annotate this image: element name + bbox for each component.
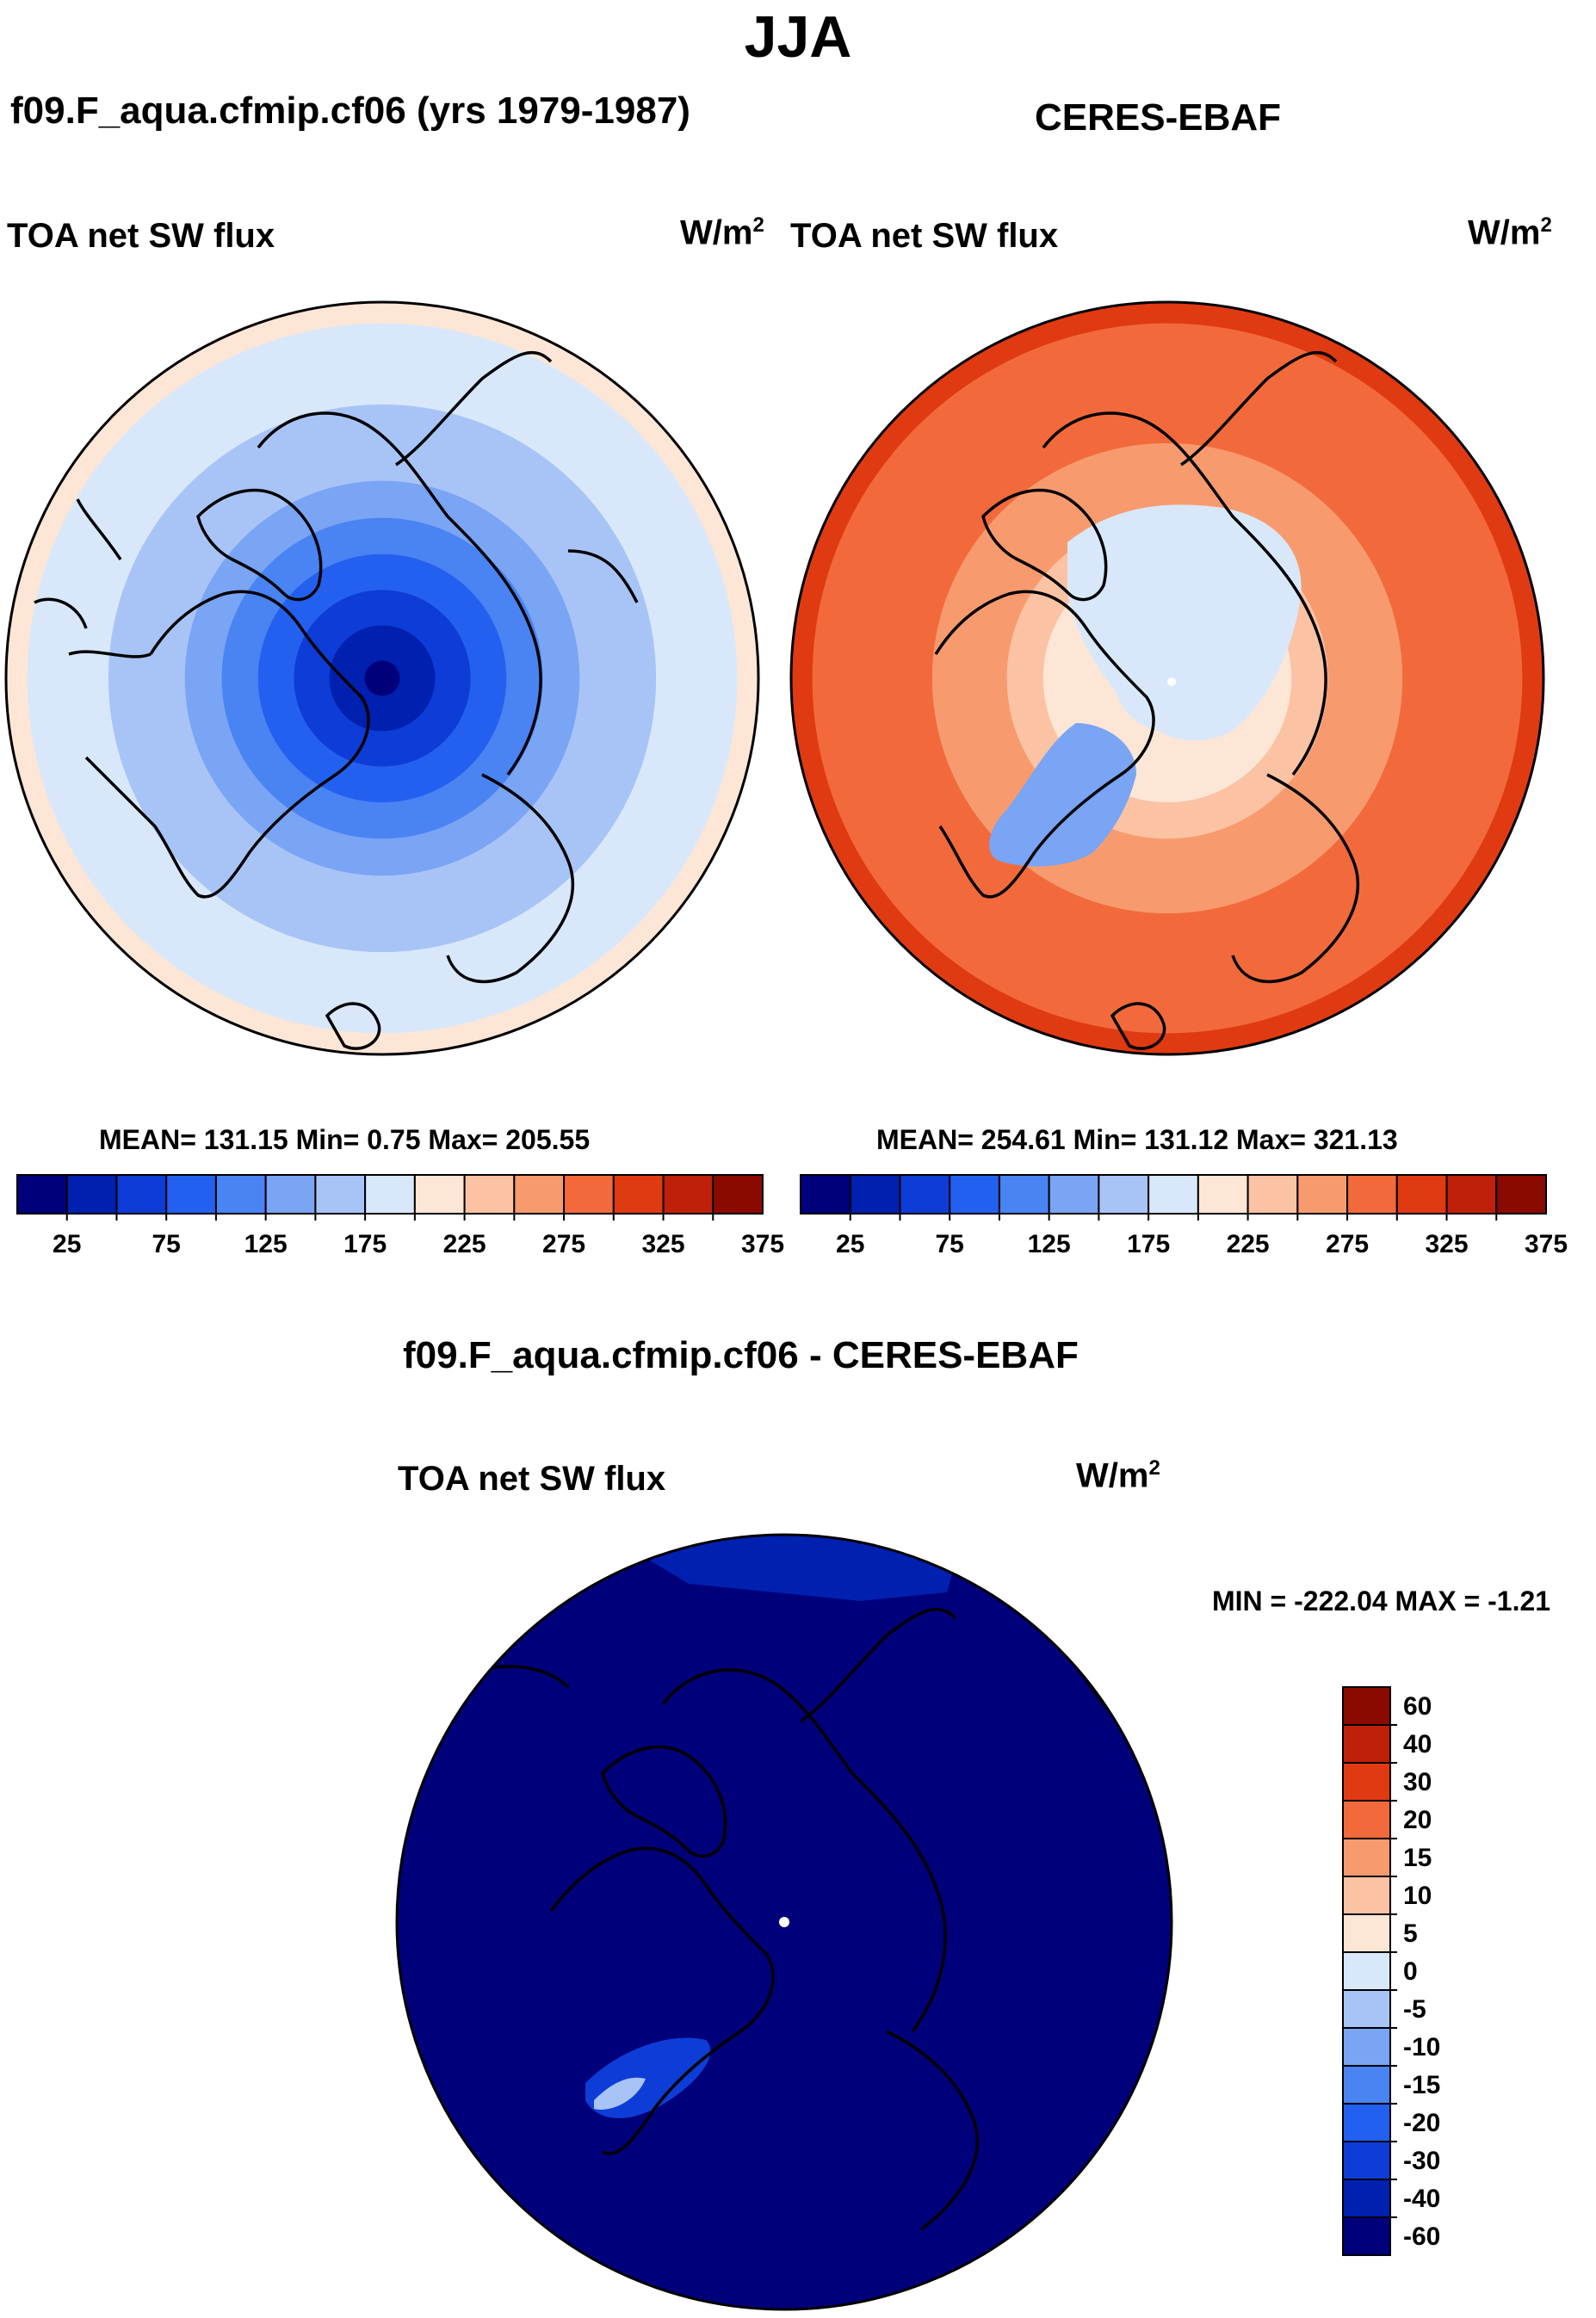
model-colorbar-box [364,1174,416,1215]
diff-colorbar-label: -5 [1403,1995,1426,2024]
obs-variable-label: TOA net SW flux [790,217,1059,255]
obs-colorbar-label: 25 [836,1230,864,1258]
obs-coastlines [934,350,1359,1050]
diff-colorbar-label: 5 [1403,1919,1418,1948]
diff-colorbar-box [1342,1876,1391,1915]
model-colorbar-label: 325 [642,1230,685,1258]
model-colorbar-box [712,1174,764,1215]
model-colorbar-box [115,1174,168,1215]
model-colorbar-label: 75 [152,1230,181,1258]
obs-colorbar-box [949,1174,1000,1215]
diff-colorbar-box [1342,2103,1391,2142]
model-coastlines [34,350,639,1050]
diff-colorbar-box [1342,1989,1391,2029]
diff-colorbar-label: -20 [1403,2109,1440,2137]
diff-colorbar-label: -40 [1403,2185,1440,2213]
obs-colorbar-box [1098,1174,1150,1215]
diff-colorbar-box [1342,1762,1391,1802]
diff-colorbar-label: 20 [1403,1806,1432,1834]
diff-min-max: MIN = -222.04 MAX = -1.21 [1212,1586,1551,1616]
model-colorbar-box [662,1174,714,1215]
model-colorbar-label: 175 [343,1230,387,1258]
diff-colorbar-box [1342,1913,1391,1953]
main-title: JJA [744,4,852,70]
diff-colorbar-label: 30 [1403,1768,1432,1796]
obs-colorbar-label: 125 [1028,1230,1071,1258]
diff-colorbar-box [1342,1686,1391,1726]
model-colorbar-label: 375 [741,1230,784,1258]
obs-colorbar-box [1197,1174,1249,1215]
diff-colorbar-box [1342,1800,1391,1839]
model-panel-title: f09.F_aqua.cfmip.cf06 (yrs 1979-1987) [10,90,690,132]
obs-colorbar-box [849,1174,901,1215]
obs-colorbar-label: 75 [936,1230,964,1258]
diff-top-patch [603,1535,964,1601]
diff-map-border [395,1533,1173,2311]
model-colorbar-box [612,1174,665,1215]
model-colorbar-box [463,1174,516,1215]
diff-panel-title: f09.F_aqua.cfmip.cf06 - CERES-EBAF [403,1334,1079,1376]
model-colorbar-label: 225 [443,1230,486,1258]
diff-colorbar-box [1342,2179,1391,2218]
obs-patches [989,504,1302,867]
diff-colorbar-label: -30 [1403,2147,1440,2175]
diff-colorbar-box [1342,2027,1391,2067]
obs-colorbar-label: 225 [1227,1230,1270,1258]
diff-colorbar-label: 10 [1403,1882,1432,1910]
model-colorbar-label: 275 [542,1230,585,1258]
diff-colorbar-label: -15 [1403,2071,1440,2099]
model-colorbar-box [513,1174,566,1215]
diff-colorbar-label: -60 [1403,2222,1440,2251]
diff-colorbar-label: 15 [1403,1844,1432,1872]
model-map-border [4,300,760,1056]
model-colorbar-label: 125 [244,1230,288,1258]
obs-colorbar-box [1048,1174,1100,1215]
model-colorbar-label: 25 [53,1230,81,1258]
obs-pole-marker [1167,677,1176,686]
diff-variable-label: TOA net SW flux [398,1460,666,1498]
diff-pole-marker [779,1917,789,1927]
model-stats: MEAN= 131.15 Min= 0.75 Max= 205.55 [99,1124,591,1155]
diff-colorbar-box [1342,1951,1391,1991]
obs-colorbar-label: 275 [1326,1230,1369,1258]
obs-panel-title: CERES-EBAF [1035,96,1282,139]
obs-map-border [789,300,1545,1056]
diff-colorbar-label: 40 [1403,1730,1432,1759]
obs-colorbar-box [1495,1174,1548,1215]
obs-colorbar-label: 375 [1525,1230,1568,1258]
diff-colorbar-box [1342,2216,1391,2256]
model-colorbar-box [563,1174,615,1215]
model-units-label: W/m2 [680,213,764,252]
diff-colorbar-box [1342,2141,1391,2180]
model-colorbar-box [314,1174,367,1215]
diff-units-label: W/m2 [1076,1456,1160,1495]
diff-colorbar-label: 0 [1403,1957,1418,1986]
obs-colorbar-label: 175 [1127,1230,1170,1258]
obs-colorbar-box [1296,1174,1349,1215]
diff-colorbar-label: 60 [1403,1692,1432,1721]
diff-colorbar-box [1342,2065,1391,2105]
obs-units-label: W/m2 [1468,213,1552,252]
obs-colorbar-box [1395,1174,1448,1215]
model-colorbar-box [264,1174,317,1215]
diff-colorbar-box [1342,1838,1391,1877]
obs-stats: MEAN= 254.61 Min= 131.12 Max= 321.13 [876,1124,1398,1155]
obs-colorbar-box [1346,1174,1398,1215]
model-variable-label: TOA net SW flux [7,217,275,255]
model-colorbar-box [16,1174,68,1215]
model-band-90 [364,660,400,696]
diff-colorbar-label: -10 [1403,2033,1440,2061]
obs-colorbar-label: 325 [1426,1230,1469,1258]
diff-greenland-core [594,2077,646,2110]
model-contour-bands [6,302,758,1054]
diff-colorbar-box [1342,1724,1391,1764]
model-colorbar-box [165,1174,217,1215]
model-colorbar-box [214,1174,267,1215]
